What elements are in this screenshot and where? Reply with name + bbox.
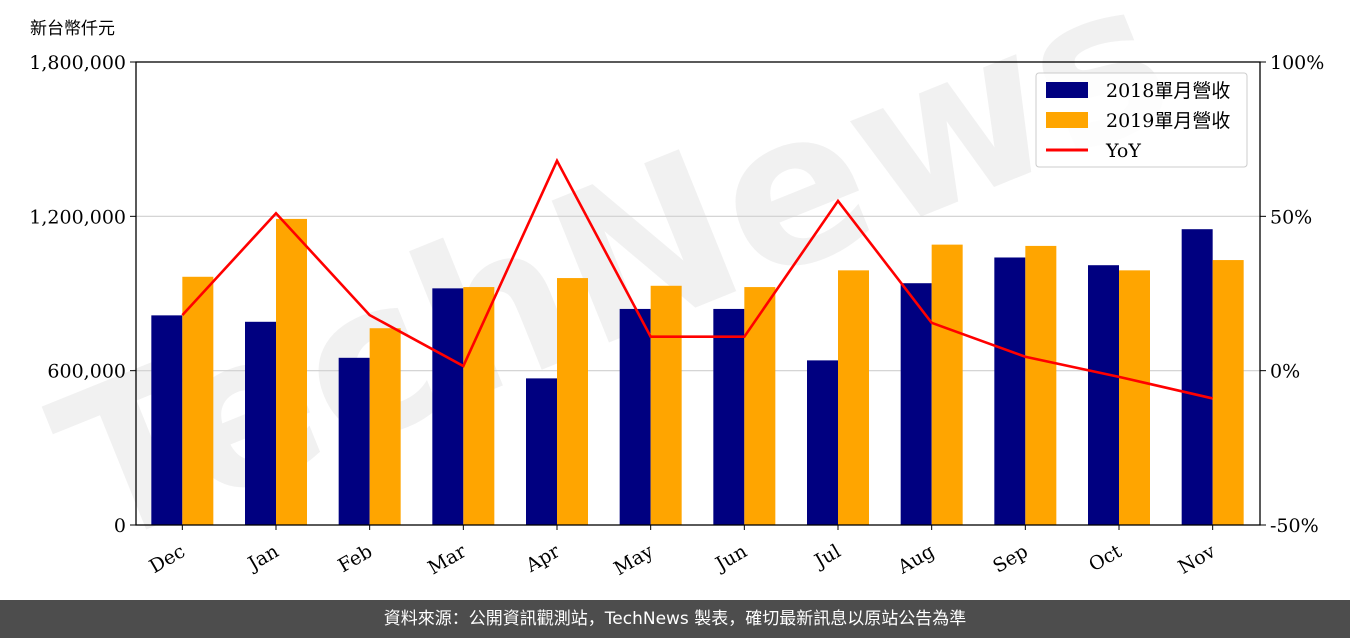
bar-2018-jan (245, 321, 276, 525)
source-footer: 資料來源：公開資訊觀測站，TechNews 製表，確切最新訊息以原站公告為準 (0, 600, 1350, 638)
y2-tick-label: 100% (1270, 52, 1324, 74)
bar-2018-mar (432, 288, 464, 525)
bar-2018-dec (151, 315, 183, 525)
y-tick-label: 1,200,000 (29, 206, 126, 228)
legend-box (1035, 72, 1248, 168)
x-tick-label-jul: Jul (809, 540, 844, 573)
legend-label-2: YoY (1105, 140, 1141, 162)
plot-frame (135, 61, 1261, 526)
bar-2019-apr (557, 278, 588, 525)
bar-2018-aug (900, 283, 932, 525)
y2-tick-label: 50% (1270, 206, 1312, 228)
x-tick-label-may: May (610, 540, 657, 580)
bar-2018-oct (1088, 265, 1119, 525)
legend-label-1: 2019單月營收 (1106, 110, 1230, 132)
bar-2019-dec (182, 276, 214, 525)
y2-tick-label: 0% (1270, 361, 1300, 383)
yoy-line (181, 157, 1213, 400)
x-tick-label-jun: Jun (710, 540, 751, 576)
bar-2018-may (619, 308, 651, 525)
bar-2019-oct (1119, 270, 1150, 525)
y-unit-label: 新台幣仟元 (30, 19, 115, 39)
x-tick-label-jan: Jan (243, 540, 283, 576)
x-tick-label-feb: Feb (334, 540, 376, 577)
x-tick-label-nov: Nov (1175, 540, 1220, 579)
y-tick-label: 0 (114, 515, 126, 537)
bar-2018-jun (713, 308, 745, 525)
y2-tick-label: -50% (1270, 515, 1319, 537)
legend-swatch-0 (1046, 82, 1088, 98)
bar-2019-mar (463, 287, 495, 525)
y-tick-label: 600,000 (47, 361, 126, 383)
x-tick-label-apr: Apr (521, 540, 564, 577)
bar-2018-apr (526, 378, 557, 525)
legend-label-0: 2018單月營收 (1106, 80, 1230, 102)
bar-2019-sep (1025, 245, 1057, 526)
bar-2019-nov (1212, 260, 1244, 525)
bar-2019-jul (838, 270, 869, 525)
bar-2019-may (650, 285, 682, 525)
bar-2018-sep (994, 257, 1026, 525)
chart-canvas: TechNews0600,0001,200,0001,800,000-50%0%… (25, 0, 1324, 595)
bar-2019-jan (276, 218, 307, 525)
x-tick-label-mar: Mar (424, 540, 470, 579)
bar-2018-jul (807, 360, 838, 525)
bar-2018-nov (1181, 229, 1213, 525)
bar-2019-jun (744, 287, 776, 525)
legend-swatch-1 (1046, 112, 1088, 128)
bar-2019-aug (931, 244, 963, 525)
x-tick-label-oct: Oct (1085, 540, 1126, 576)
bar-2019-feb (369, 328, 401, 525)
bar-2018-feb (338, 357, 370, 525)
y-tick-label: 1,800,000 (29, 52, 126, 74)
x-tick-label-aug: Aug (893, 540, 938, 579)
x-tick-label-sep: Sep (989, 540, 1032, 577)
